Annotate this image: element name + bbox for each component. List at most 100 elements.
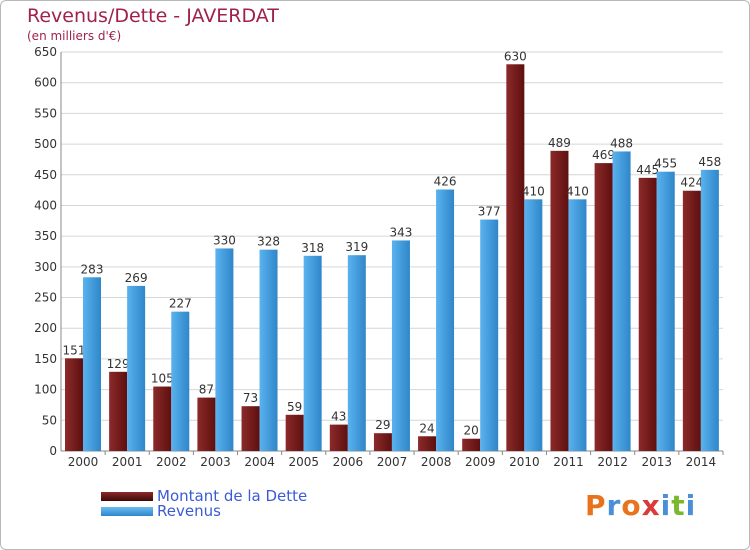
y-tick-label: 200 (34, 321, 57, 335)
legend-swatch-revenus (101, 507, 153, 516)
bar-dette (153, 386, 172, 451)
x-tick-label: 2007 (377, 455, 408, 469)
y-tick-label: 400 (34, 198, 57, 212)
x-tick-label: 2004 (244, 455, 275, 469)
data-label: 469 (592, 148, 615, 162)
data-label: 318 (301, 241, 324, 255)
y-tick-label: 350 (34, 229, 57, 243)
bar-dette (373, 433, 392, 451)
bar-dette (418, 436, 437, 451)
chart-title: Revenus/Dette - JAVERDAT (27, 5, 279, 27)
y-tick-label: 100 (34, 383, 57, 397)
data-label: 87 (199, 383, 214, 397)
data-label: 424 (680, 176, 703, 190)
data-label: 43 (331, 410, 346, 424)
data-label: 29 (375, 418, 390, 432)
bar-revenus (524, 199, 543, 451)
bar-revenus (171, 311, 190, 451)
bar-dette (109, 371, 128, 451)
bar-revenus (568, 199, 587, 451)
bar-revenus (656, 171, 675, 451)
x-tick-label: 2005 (288, 455, 319, 469)
y-tick-label: 50 (42, 413, 57, 427)
data-label: 105 (151, 372, 174, 386)
legend-label-revenus: Revenus (157, 502, 221, 520)
data-label: 20 (464, 424, 479, 438)
bar-dette (285, 414, 304, 451)
data-label: 129 (107, 357, 130, 371)
bar-revenus (303, 255, 322, 451)
data-label: 455 (654, 157, 677, 171)
data-label: 319 (345, 240, 368, 254)
x-tick-label: 2013 (642, 455, 673, 469)
logo-letter: i (660, 489, 672, 522)
data-label: 227 (169, 297, 192, 311)
data-label: 328 (257, 235, 280, 249)
x-tick-label: 2014 (686, 455, 717, 469)
y-tick-label: 550 (34, 106, 57, 120)
bar-revenus (83, 277, 101, 451)
bar-dette (329, 424, 348, 451)
x-tick-label: 2003 (200, 455, 231, 469)
x-tick-label: 2001 (112, 455, 143, 469)
data-label: 426 (434, 175, 457, 189)
bar-revenus (436, 189, 455, 452)
bar-dette (241, 406, 260, 451)
bar-revenus (259, 249, 278, 451)
bar-dette (550, 150, 569, 451)
chart-subtitle: (en milliers d'€) (27, 29, 122, 43)
bar-dette (65, 358, 83, 451)
x-tick-label: 2006 (333, 455, 364, 469)
y-tick-label: 300 (34, 260, 57, 274)
logo-letter: o (621, 489, 642, 522)
y-tick-label: 650 (34, 45, 57, 59)
x-tick-label: 2011 (553, 455, 584, 469)
y-tick-label: 150 (34, 352, 57, 366)
data-label: 343 (389, 225, 412, 239)
bar-revenus (127, 285, 146, 451)
bar-dette (594, 163, 613, 452)
bar-revenus (612, 151, 631, 452)
data-label: 330 (213, 233, 236, 247)
bar-dette (506, 64, 525, 452)
data-label: 73 (243, 391, 258, 405)
data-label: 458 (698, 155, 721, 169)
data-label: 445 (636, 163, 659, 177)
logo-letter: t (671, 489, 686, 522)
y-tick-label: 250 (34, 291, 57, 305)
logo-letter: i (685, 489, 697, 522)
x-tick-label: 2012 (597, 455, 628, 469)
proxiti-logo: Proxiti (585, 489, 696, 522)
bar-revenus (347, 255, 366, 451)
bar-revenus (391, 240, 410, 451)
x-tick-label: 2010 (509, 455, 540, 469)
data-label: 489 (548, 136, 571, 150)
legend-swatch-dette (101, 492, 153, 501)
legend-label-dette: Montant de la Dette (157, 487, 308, 505)
data-label: 410 (566, 184, 589, 198)
data-label: 59 (287, 400, 302, 414)
bar-revenus (215, 248, 234, 451)
data-label: 410 (522, 184, 545, 198)
x-tick-label: 2008 (421, 455, 452, 469)
logo-letter: x (641, 489, 661, 522)
y-tick-label: 500 (34, 137, 57, 151)
data-label: 488 (610, 136, 633, 150)
x-tick-label: 2000 (68, 455, 99, 469)
data-label: 151 (63, 343, 86, 357)
bar-revenus (700, 169, 719, 451)
data-label: 24 (419, 421, 434, 435)
bar-revenus (480, 219, 499, 451)
logo-letter: P (585, 489, 607, 522)
bar-dette (638, 177, 657, 452)
x-tick-label: 2009 (465, 455, 496, 469)
y-tick-label: 450 (34, 168, 57, 182)
x-tick-label: 2002 (156, 455, 187, 469)
data-label: 283 (81, 262, 104, 276)
logo-letter: r (606, 489, 622, 522)
data-label: 377 (478, 205, 501, 219)
data-label: 630 (504, 49, 527, 63)
bar-dette (682, 190, 701, 451)
